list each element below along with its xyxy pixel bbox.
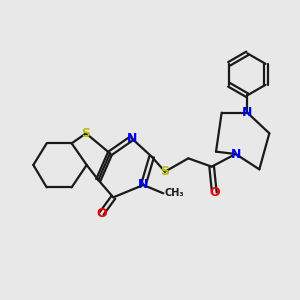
Text: S: S <box>160 165 169 178</box>
Text: CH₃: CH₃ <box>165 188 184 198</box>
Text: N: N <box>242 106 253 119</box>
Text: N: N <box>127 132 137 145</box>
Text: S: S <box>82 127 91 140</box>
Text: N: N <box>230 148 241 160</box>
Text: O: O <box>96 207 107 220</box>
Text: O: O <box>209 186 220 199</box>
Text: N: N <box>138 178 148 191</box>
